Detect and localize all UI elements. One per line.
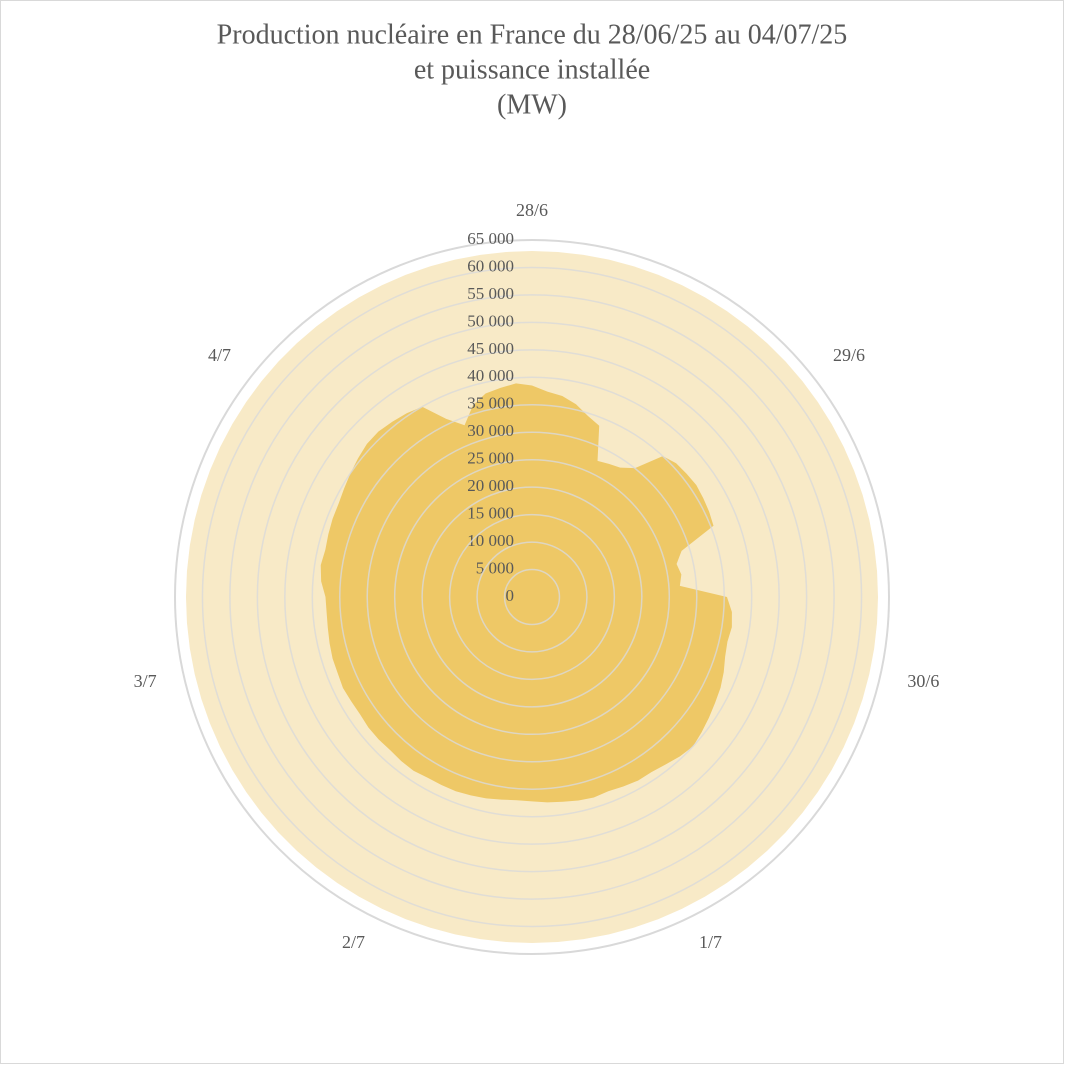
y-tick-label: 30 000 [467, 421, 514, 440]
chart-title: (MW) [497, 89, 567, 120]
y-tick-label: 25 000 [467, 449, 514, 468]
y-tick-label: 60 000 [467, 256, 514, 275]
y-tick-label: 45 000 [467, 339, 514, 358]
grid-circle [229, 294, 835, 900]
radar-area [320, 383, 732, 803]
grid-circle [421, 486, 643, 708]
y-tick-label: 50 000 [467, 311, 514, 330]
chart-title: Production nucléaire en France du 28/06/… [217, 19, 848, 50]
grid-circle [448, 513, 616, 681]
y-tick-label: 40 000 [467, 366, 514, 385]
category-label: 28/6 [516, 200, 548, 220]
grid-circle [201, 266, 863, 928]
y-tick-label: 65 000 [467, 229, 514, 248]
y-tick-label: 0 [506, 586, 515, 605]
grid-circle [284, 349, 780, 845]
chart-title: et puissance installée [414, 54, 650, 85]
category-label: 29/6 [833, 345, 865, 365]
grid-circle [311, 376, 753, 818]
y-tick-label: 10 000 [467, 531, 514, 550]
grid-circle [256, 321, 808, 873]
y-tick-label: 5 000 [476, 558, 514, 577]
category-label: 3/7 [134, 671, 157, 691]
category-label: 4/7 [208, 345, 231, 365]
grid-circle [366, 431, 698, 763]
category-label: 30/6 [907, 671, 939, 691]
y-tick-label: 55 000 [467, 284, 514, 303]
category-label: 2/7 [342, 932, 365, 952]
grid-circle [339, 404, 725, 790]
category-label: 1/7 [699, 932, 722, 952]
grid-circle [476, 541, 588, 653]
y-tick-label: 35 000 [467, 394, 514, 413]
grid-circle [174, 239, 890, 955]
y-tick-label: 15 000 [467, 504, 514, 523]
y-tick-label: 20 000 [467, 476, 514, 495]
grid-circle [503, 568, 561, 626]
grid-circle [393, 458, 671, 736]
